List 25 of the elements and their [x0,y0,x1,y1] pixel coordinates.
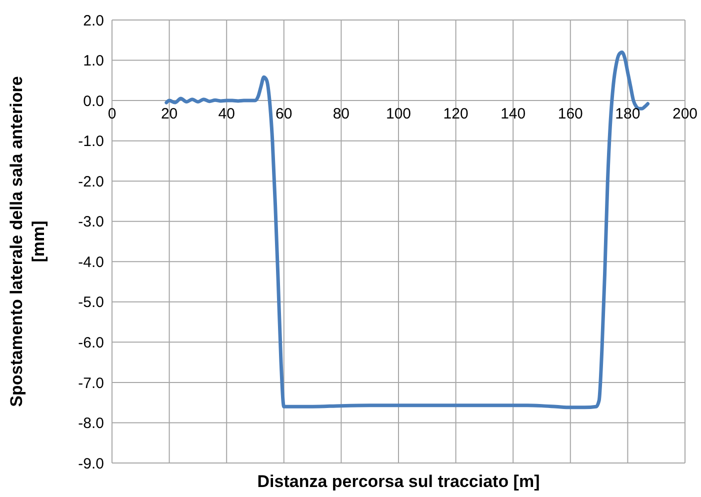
x-tick-label: 60 [276,106,292,123]
y-tick-label: -1.0 [78,133,104,150]
y-tick-label: -3.0 [78,214,104,231]
y-tick-label: 1.0 [83,52,104,70]
x-tick-label: 20 [160,106,178,123]
y-tick-label: -9.0 [78,455,104,472]
x-tick-label: 40 [218,106,235,123]
y-tick-label: -5.0 [78,294,104,312]
x-tick-label: 120 [443,106,468,123]
x-tick-label: 100 [386,106,412,123]
x-tick-label: 80 [332,106,350,123]
x-axis-title: Distanza percorsa sul tracciato [m] [257,472,540,491]
y-tick-label: -2.0 [78,173,104,190]
y-tick-label: -8.0 [78,415,104,432]
x-tick-label: 200 [672,106,698,123]
x-tick-label: 160 [558,106,583,123]
x-tick-label: 0 [108,106,116,123]
y-tick-label: -6.0 [78,334,104,352]
y-tick-label: -7.0 [78,374,104,392]
x-tick-label: 140 [500,106,526,123]
y-tick-label: 2.0 [83,12,104,30]
x-tick-label: 180 [615,106,640,123]
y-tick-label: 0.0 [83,92,104,110]
y-tick-label: -4.0 [78,254,104,271]
y-axis-title: Spostamento laterale della sala anteriore [mm] [7,76,48,407]
